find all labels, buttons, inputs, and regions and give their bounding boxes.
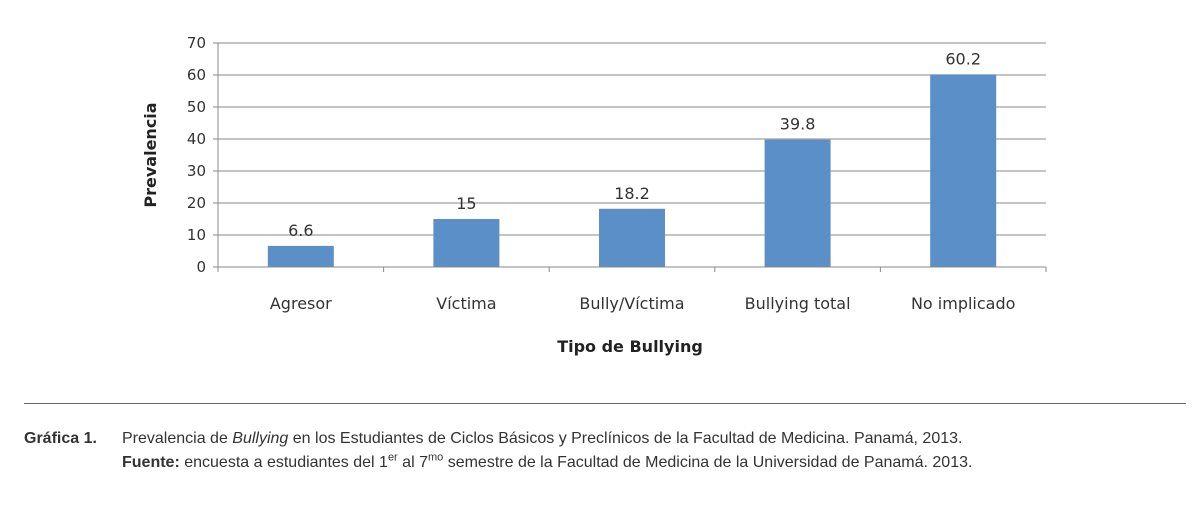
- y-axis-title: Prevalencia: [141, 102, 160, 207]
- figure-caption: Gráfica 1. Prevalencia de Bullying en lo…: [24, 427, 1184, 475]
- x-category-label-1: Víctima: [436, 294, 496, 313]
- data-label-2: 18.2: [614, 184, 650, 203]
- y-tick-label-50: 50: [187, 98, 206, 116]
- data-label-1: 15: [456, 194, 476, 213]
- y-tick-label-70: 70: [187, 34, 206, 52]
- gridlines: [218, 42, 1046, 236]
- caption-label: Gráfica 1.: [24, 430, 97, 447]
- caption-source-c: semestre de la Facultad de Medicina de l…: [443, 454, 973, 471]
- caption-source-row: Fuente: encuesta a estudiantes del 1er a…: [24, 451, 1184, 475]
- y-tick-label-60: 60: [187, 66, 206, 84]
- bars: [267, 74, 997, 267]
- x-category-label-4: No implicado: [911, 294, 1015, 313]
- caption-title-row: Gráfica 1. Prevalencia de Bullying en lo…: [24, 427, 1184, 451]
- caption-text-italic: Bullying: [232, 430, 289, 447]
- caption-text: Prevalencia de Bullying en los Estudiant…: [122, 427, 1184, 451]
- caption-source-sup2: mo: [427, 451, 444, 464]
- caption-divider: [24, 403, 1186, 404]
- data-label-3: 39.8: [780, 115, 816, 134]
- caption-source-sup1: er: [387, 451, 398, 464]
- caption-text-pre: Prevalencia de: [122, 430, 233, 447]
- bar-3: [764, 139, 831, 267]
- bar-0: [267, 245, 334, 267]
- bar-4: [930, 74, 997, 267]
- bar-2: [599, 208, 665, 267]
- data-label-4: 60.2: [945, 49, 981, 68]
- caption-source-a: encuesta a estudiantes del 1: [179, 454, 388, 471]
- y-tick-label-10: 10: [187, 226, 206, 244]
- x-axis-title: Tipo de Bullying: [557, 337, 703, 356]
- axes: [213, 42, 1047, 272]
- caption-source-b: al 7: [397, 454, 428, 471]
- bar-1: [433, 219, 500, 267]
- y-tick-label-0: 0: [196, 258, 206, 276]
- x-category-label-3: Bullying total: [745, 294, 851, 313]
- caption-source-label: Fuente:: [122, 454, 180, 471]
- bar-chart: 0 10 20 30 40 50 60 70 6.6 Agresor 15 Víctima 18.2 Bu…: [141, 34, 1047, 356]
- data-label-0: 6.6: [288, 221, 313, 240]
- y-tick-label-30: 30: [187, 162, 206, 180]
- y-tick-label-40: 40: [187, 130, 206, 148]
- labels: 0 10 20 30 40 50 60 70 6.6 Agresor 15 Víctima 18.2 Bu…: [187, 34, 1016, 313]
- x-category-label-0: Agresor: [270, 294, 332, 313]
- x-category-label-2: Bully/Víctima: [579, 294, 684, 313]
- y-tick-label-20: 20: [187, 194, 206, 212]
- caption-text-post: en los Estudiantes de Ciclos Básicos y P…: [288, 430, 963, 447]
